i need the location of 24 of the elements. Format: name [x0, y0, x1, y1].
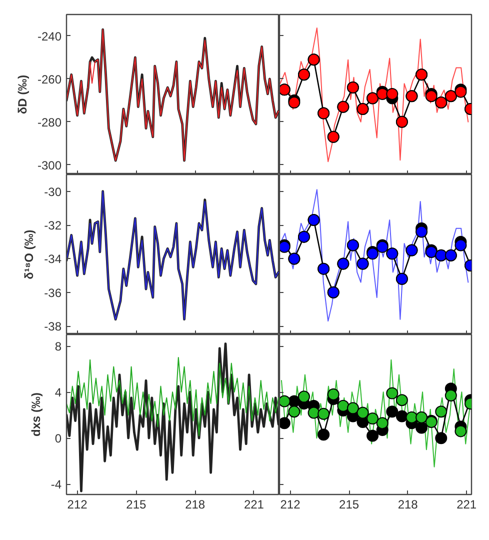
y-tick-label: 8 — [54, 340, 62, 354]
x-tick-label: 215 — [339, 498, 360, 512]
y-axis-title: δD (‰) — [15, 74, 30, 114]
y-tick-label: 4 — [54, 386, 62, 400]
x-tick-label: 212 — [280, 498, 301, 512]
y-tick-label: -4 — [50, 478, 62, 492]
x-tick-label: 218 — [398, 498, 418, 512]
y-tick-label: -32 — [44, 218, 62, 233]
x-tick-label: 212 — [67, 498, 88, 512]
y-tick-label: -34 — [44, 252, 62, 266]
y-tick-label: -30 — [44, 184, 62, 199]
y-tick-label: -300 — [37, 158, 62, 172]
x-tick-label: 221 — [244, 498, 264, 512]
y-axis-title: dxs (‰) — [28, 392, 43, 436]
x-tick-label: 221 — [456, 498, 477, 512]
y-tick-label: -36 — [44, 286, 62, 300]
y-axis-title: δ¹⁸O (‰) — [22, 230, 36, 280]
x-tick-label: 215 — [126, 498, 147, 512]
y-tick-label: -240 — [37, 29, 62, 44]
y-tick-label: 0 — [54, 432, 62, 446]
y-tick-label: -38 — [44, 320, 62, 334]
y-tick-label: -280 — [37, 115, 62, 130]
y-tick-label: -260 — [37, 72, 62, 86]
x-tick-label: 218 — [185, 498, 206, 512]
